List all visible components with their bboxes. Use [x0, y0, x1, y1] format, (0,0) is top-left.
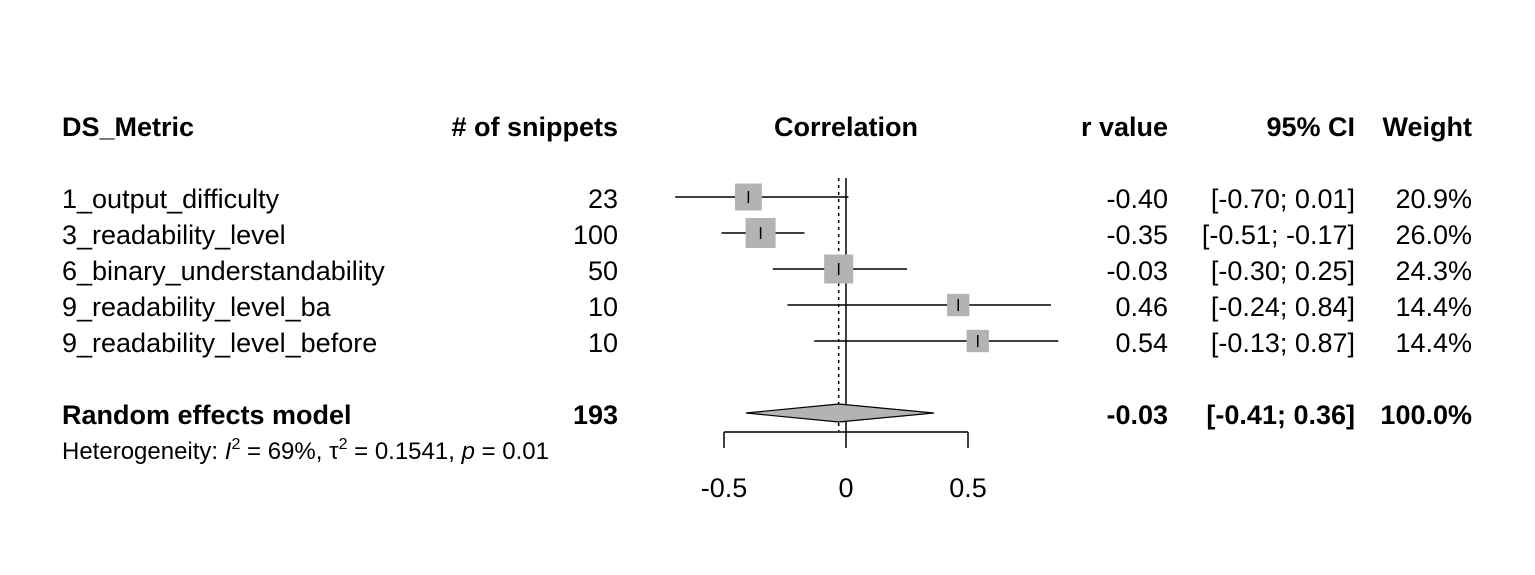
header-snippets: # of snippets [451, 112, 618, 142]
header-correlation: Correlation [773, 112, 919, 142]
header-ci: 95% CI [1266, 112, 1355, 142]
row-weight: 14.4% [1395, 292, 1472, 322]
header-study: DS_Metric [62, 112, 195, 142]
x-tick-label: -0.5 [701, 473, 748, 503]
row-weight: 20.9% [1395, 184, 1472, 214]
row-ci: [-0.13; 0.87] [1210, 328, 1355, 358]
row-weight: 26.0% [1395, 220, 1472, 250]
row-r-value: 0.54 [1115, 328, 1168, 358]
row-label: 9_readability_level_ba [62, 292, 331, 322]
summary-snippets: 193 [572, 400, 618, 430]
row-snippets: 10 [587, 292, 618, 322]
row-ci: [-0.70; 0.01] [1210, 184, 1355, 214]
summary-diamond [745, 403, 934, 423]
x-tick-label: 0 [838, 473, 853, 503]
row-ci: [-0.30; 0.25] [1210, 256, 1355, 286]
row-r-value: -0.35 [1106, 220, 1168, 250]
row-label: 9_readability_level_before [62, 328, 378, 358]
row-snippets: 100 [572, 220, 618, 250]
x-tick-label: 0.5 [949, 473, 987, 503]
row-r-value: -0.03 [1106, 256, 1168, 286]
header-r-value: r value [1080, 112, 1168, 142]
summary-label: Random effects model [62, 400, 352, 430]
row-ci: [-0.51; -0.17] [1201, 220, 1355, 250]
row-snippets: 10 [587, 328, 618, 358]
row-label: 3_readability_level [62, 220, 286, 250]
row-label: 1_output_difficulty [62, 184, 280, 214]
row-r-value: 0.46 [1115, 292, 1168, 322]
summary-r-value: -0.03 [1106, 400, 1168, 430]
row-r-value: -0.40 [1106, 184, 1168, 214]
heterogeneity-text: Heterogeneity: I2 = 69%, τ2 = 0.1541, p … [62, 436, 549, 466]
header-weight: Weight [1382, 112, 1473, 142]
row-weight: 24.3% [1395, 256, 1472, 286]
row-snippets: 23 [587, 184, 618, 214]
summary-weight: 100.0% [1380, 400, 1472, 430]
row-ci: [-0.24; 0.84] [1210, 292, 1355, 322]
summary-ci: [-0.41; 0.36] [1206, 400, 1355, 430]
row-label: 6_binary_understandability [62, 256, 385, 286]
row-snippets: 50 [587, 256, 618, 286]
row-weight: 14.4% [1395, 328, 1472, 358]
